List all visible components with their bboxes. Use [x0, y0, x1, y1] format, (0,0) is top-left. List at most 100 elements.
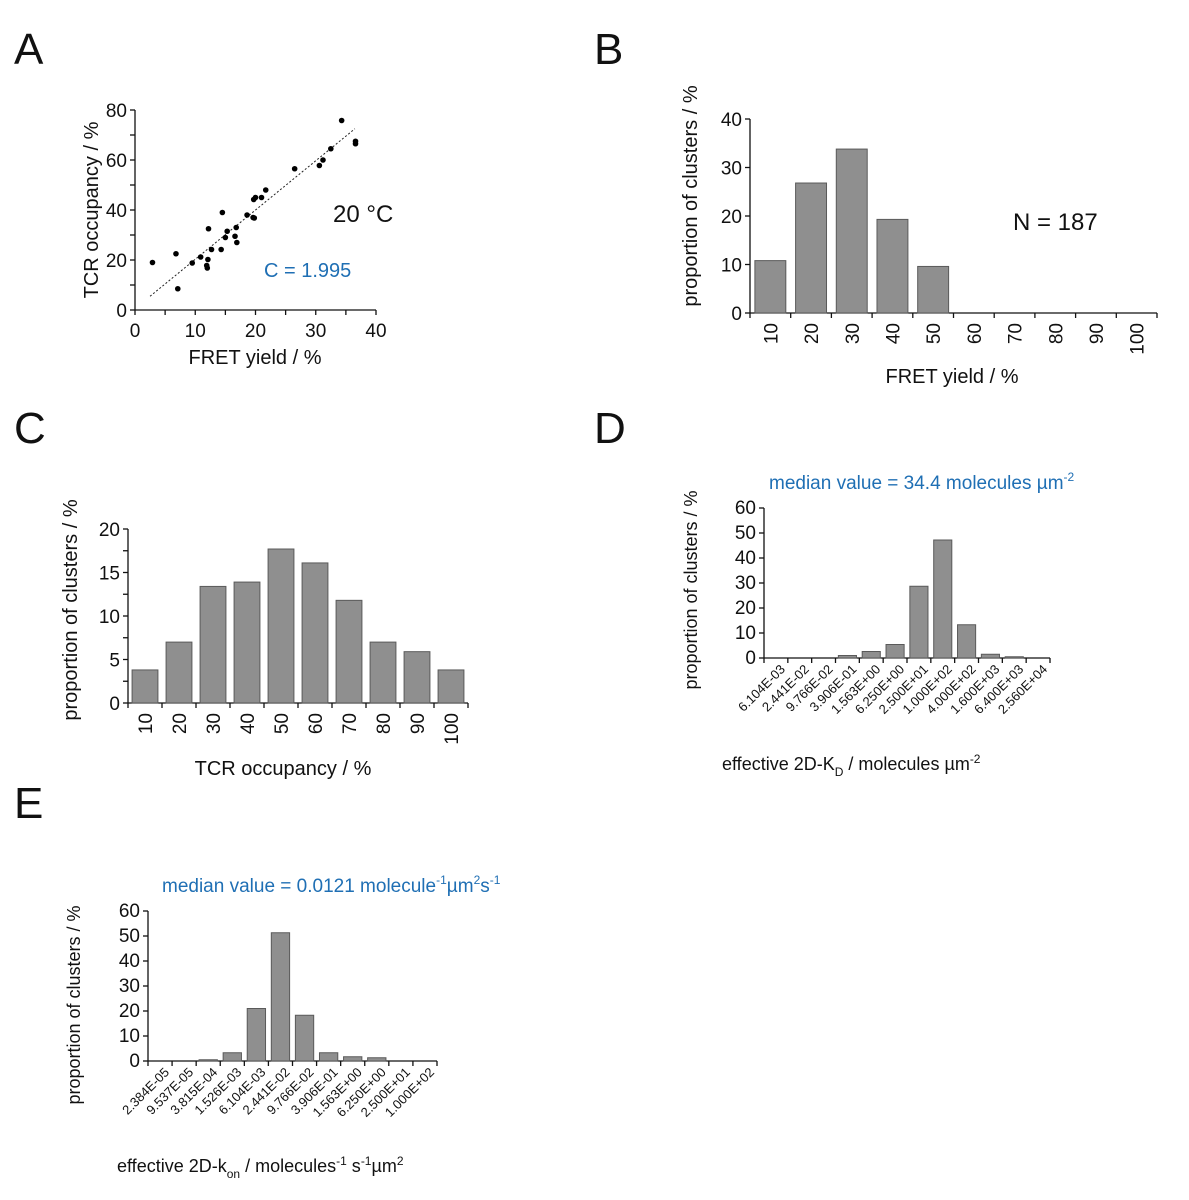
- bar: [267, 548, 295, 704]
- xlabel-main: effective 2D-k: [117, 1156, 228, 1176]
- bar: [318, 1052, 339, 1062]
- fit-line: [149, 128, 356, 297]
- bar: [917, 265, 950, 314]
- x-tick-label: 40: [365, 321, 386, 342]
- y-tick-label: 5: [109, 651, 120, 672]
- panel-b-xlabel: FRET yield / %: [886, 366, 1019, 388]
- x-tick-label: 40: [238, 713, 259, 734]
- y-tick-label: 60: [106, 151, 127, 172]
- x-tick-label: 30: [305, 321, 326, 342]
- scatter-point: [316, 162, 323, 169]
- xlabel-main: effective 2D-K: [722, 754, 835, 774]
- scatter-point: [205, 256, 211, 263]
- bar-marks: 01020304050602.384E-059.537E-053.815E-04…: [119, 901, 438, 1120]
- panel-letter-c: C: [14, 404, 46, 453]
- n-annotation: N = 187: [1013, 209, 1098, 236]
- panel-a-xlabel: FRET yield / %: [189, 347, 322, 369]
- x-tick-label: 20: [170, 713, 191, 734]
- y-tick-label: 0: [109, 694, 120, 715]
- panel-c-histogram: 0 5 10 15 20 10 20 30 40 50 60 70 80 90 100 TCR occupa…: [60, 499, 469, 780]
- panel-letter-d: D: [594, 404, 626, 453]
- x-tick-label: 60: [306, 713, 327, 734]
- scatter-point: [291, 165, 298, 172]
- y-tick-label: 20: [119, 1001, 140, 1022]
- title-mid: µm: [447, 876, 474, 897]
- scatter-point: [218, 246, 224, 253]
- bar: [301, 562, 329, 704]
- bar: [933, 539, 953, 659]
- bar: [754, 260, 787, 314]
- panel-e-ylabel: proportion of clusters / %: [64, 905, 84, 1104]
- scatter-point: [233, 224, 240, 231]
- y-tick-label: 40: [721, 110, 742, 131]
- x-tick-label: 10: [761, 323, 782, 344]
- y-tick-label: 20: [721, 207, 742, 228]
- xlabel-sup: -2: [970, 752, 981, 766]
- bar: [270, 932, 291, 1062]
- panel-letter-e: E: [14, 779, 43, 828]
- y-tick-label: 20: [735, 598, 756, 619]
- y-tick-label: 80: [106, 101, 127, 122]
- title-sup3: -1: [490, 873, 501, 887]
- bar: [795, 182, 828, 314]
- bar: [222, 1052, 242, 1062]
- scatter-point: [320, 157, 326, 163]
- x-tick-label: 90: [1087, 323, 1108, 344]
- title-sup1: -1: [436, 873, 447, 887]
- panel-e-title: median value = 0.0121 molecule-1µm2s-1: [162, 873, 501, 897]
- constant-annotation: C = 1.995: [264, 260, 351, 282]
- bar: [131, 669, 159, 704]
- x-tick-label: 60: [965, 323, 986, 344]
- scatter-point: [197, 254, 204, 260]
- scatter-point: [174, 285, 181, 292]
- y-tick-label: 15: [99, 564, 120, 585]
- scatter-point: [222, 234, 229, 241]
- panel-d-title-sup: -2: [1064, 470, 1075, 484]
- scatter-point: [328, 145, 334, 152]
- y-tick-label: 10: [99, 607, 120, 628]
- bar: [198, 1059, 218, 1062]
- y-tick-label: 30: [721, 159, 742, 180]
- title-mid2: s: [480, 876, 490, 897]
- scatter-point: [189, 260, 196, 266]
- bar: [403, 651, 431, 704]
- panel-d-xlabel: effective 2D-KD / molecules µm-2: [722, 752, 981, 779]
- panel-c-ylabel: proportion of clusters / %: [60, 499, 82, 720]
- panel-d-title: median value = 34.4 molecules µm-2: [769, 470, 1075, 494]
- bar: [343, 1056, 363, 1062]
- bar-marks: 0 10 20 30 40 10 20 30 40 50 60 70 80 90 100: [721, 110, 1158, 355]
- panel-b-histogram: 0 10 20 30 40 10 20 30 40 50 60 70 80 90 100 FRET yiel…: [680, 85, 1158, 388]
- x-tick-label: 50: [272, 713, 293, 734]
- y-tick-label: 60: [735, 498, 756, 519]
- panel-letter-a: A: [14, 25, 44, 74]
- panel-e-histogram: 01020304050602.384E-059.537E-053.815E-04…: [64, 873, 501, 1181]
- xlabel-mid: s: [347, 1156, 361, 1176]
- panel-a-scatter: 0 20 40 60 80 0 10 20 30 40 FRET yield / % TCR oc…: [81, 101, 393, 369]
- y-tick-label: 0: [745, 648, 756, 669]
- scatter-point: [251, 215, 258, 221]
- scatter-point: [262, 187, 269, 193]
- scatter-point: [173, 250, 179, 257]
- bar: [837, 655, 857, 659]
- bar: [909, 585, 929, 659]
- scatter-point: [219, 209, 226, 216]
- x-tick-label: 70: [340, 713, 361, 734]
- x-tick-label: 100: [442, 713, 463, 745]
- y-tick-label: 30: [119, 976, 140, 997]
- y-tick-label: 10: [735, 623, 756, 644]
- bar: [233, 581, 261, 704]
- bar: [1004, 656, 1024, 659]
- scatter-marks: 0 20 40 60 80 0 10 20 30 40: [106, 101, 387, 342]
- scatter-point: [352, 140, 359, 147]
- y-tick-label: 60: [119, 901, 140, 922]
- bar: [861, 651, 881, 659]
- y-tick-label: 30: [735, 573, 756, 594]
- y-tick-label: 0: [129, 1051, 140, 1072]
- temperature-annotation: 20 °C: [333, 201, 393, 228]
- y-tick-label: 10: [119, 1026, 140, 1047]
- x-tick-label: 90: [408, 713, 429, 734]
- bar: [367, 1057, 387, 1062]
- bar: [876, 218, 909, 314]
- panel-d-title-text: median value = 34.4 molecules µm: [769, 473, 1064, 494]
